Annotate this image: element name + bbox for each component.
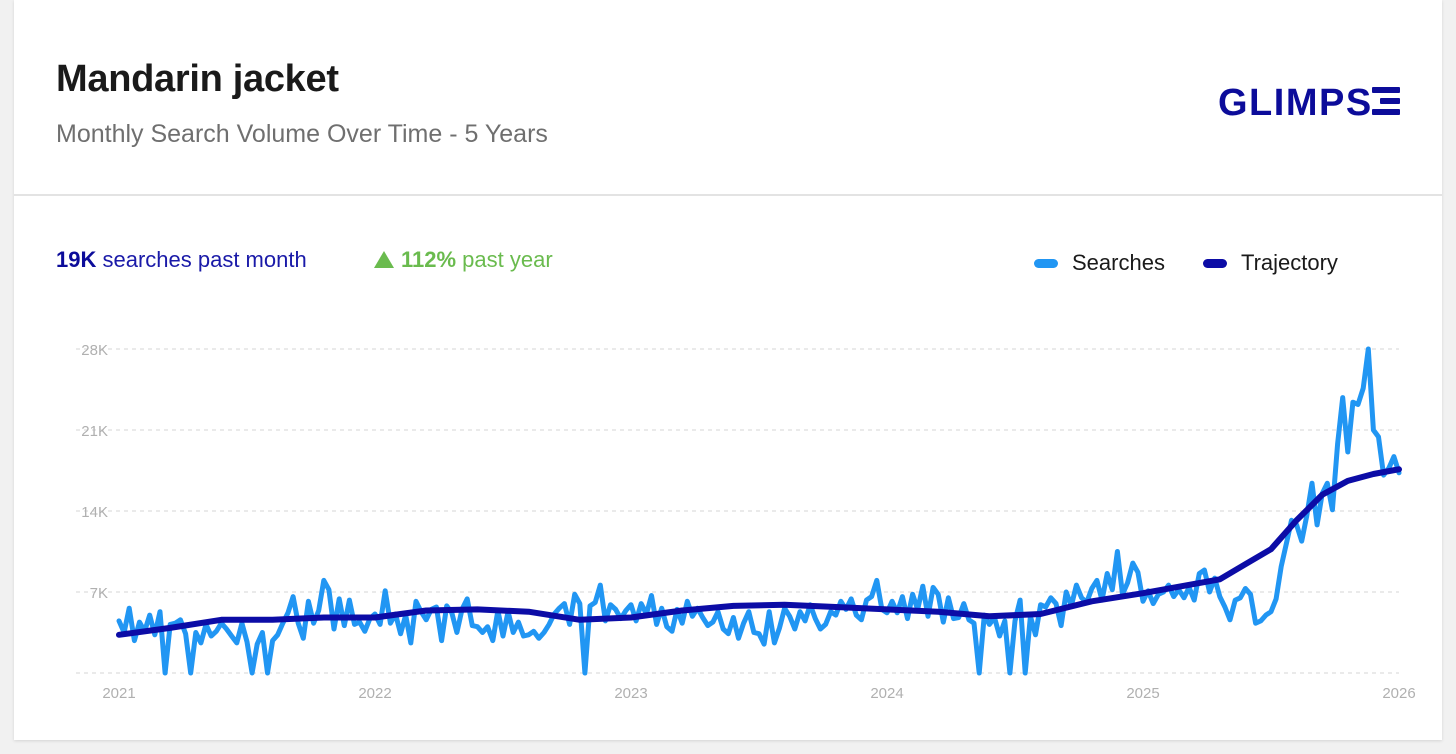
x-tick-label: 2023	[614, 685, 647, 702]
growth-past-year-label: past year	[456, 247, 553, 272]
legend-swatch-trajectory	[1202, 258, 1227, 268]
y-axis-ticks: 28K 21K 14K 7K	[81, 342, 108, 602]
searches-past-month-value: 19K	[56, 247, 97, 272]
header-divider	[14, 194, 1442, 196]
logo-text: GLIMPS	[1218, 82, 1373, 122]
legend-label-searches: Searches	[1072, 250, 1165, 275]
chart-legend: Searches Trajectory	[1034, 250, 1376, 276]
y-tick-label: 28K	[81, 342, 108, 359]
x-tick-label: 2021	[102, 685, 135, 702]
chart-series	[116, 346, 1402, 676]
growth-past-year-value: 112%	[401, 247, 457, 272]
legend-item-searches[interactable]: Searches	[1034, 250, 1165, 276]
trajectory-line	[116, 466, 1402, 638]
x-tick-label: 2026	[1382, 685, 1415, 702]
searches-past-month-label: searches past month	[96, 247, 307, 272]
x-tick-label: 2022	[358, 685, 391, 702]
y-tick-label: 7K	[90, 585, 108, 602]
legend-swatch-searches	[1034, 258, 1058, 268]
growth-past-year: 112% past year	[374, 247, 553, 273]
logo-e-mark	[1372, 87, 1400, 115]
glimpse-logo[interactable]: GLIMPS	[1218, 78, 1402, 122]
chart-title: Mandarin jacket	[56, 58, 339, 100]
y-tick-label: 21K	[81, 423, 108, 440]
legend-item-trajectory[interactable]: Trajectory	[1202, 250, 1338, 276]
x-tick-label: 2024	[870, 685, 903, 702]
legend-label-trajectory: Trajectory	[1240, 250, 1338, 275]
up-triangle-icon	[374, 251, 394, 268]
x-tick-label: 2025	[1126, 685, 1159, 702]
chart-card: Mandarin jacket Monthly Search Volume Ov…	[14, 0, 1442, 740]
y-tick-label: 14K	[81, 504, 108, 521]
searches-past-month: 19K searches past month	[56, 247, 307, 273]
x-axis-ticks: 2021 2022 2023 2024 2025 2026	[102, 685, 1415, 702]
chart-subtitle: Monthly Search Volume Over Time - 5 Year…	[56, 120, 548, 148]
line-chart: 28K 21K 14K 7K 2021 2022 2023 2024 2025 2026	[76, 342, 1416, 702]
